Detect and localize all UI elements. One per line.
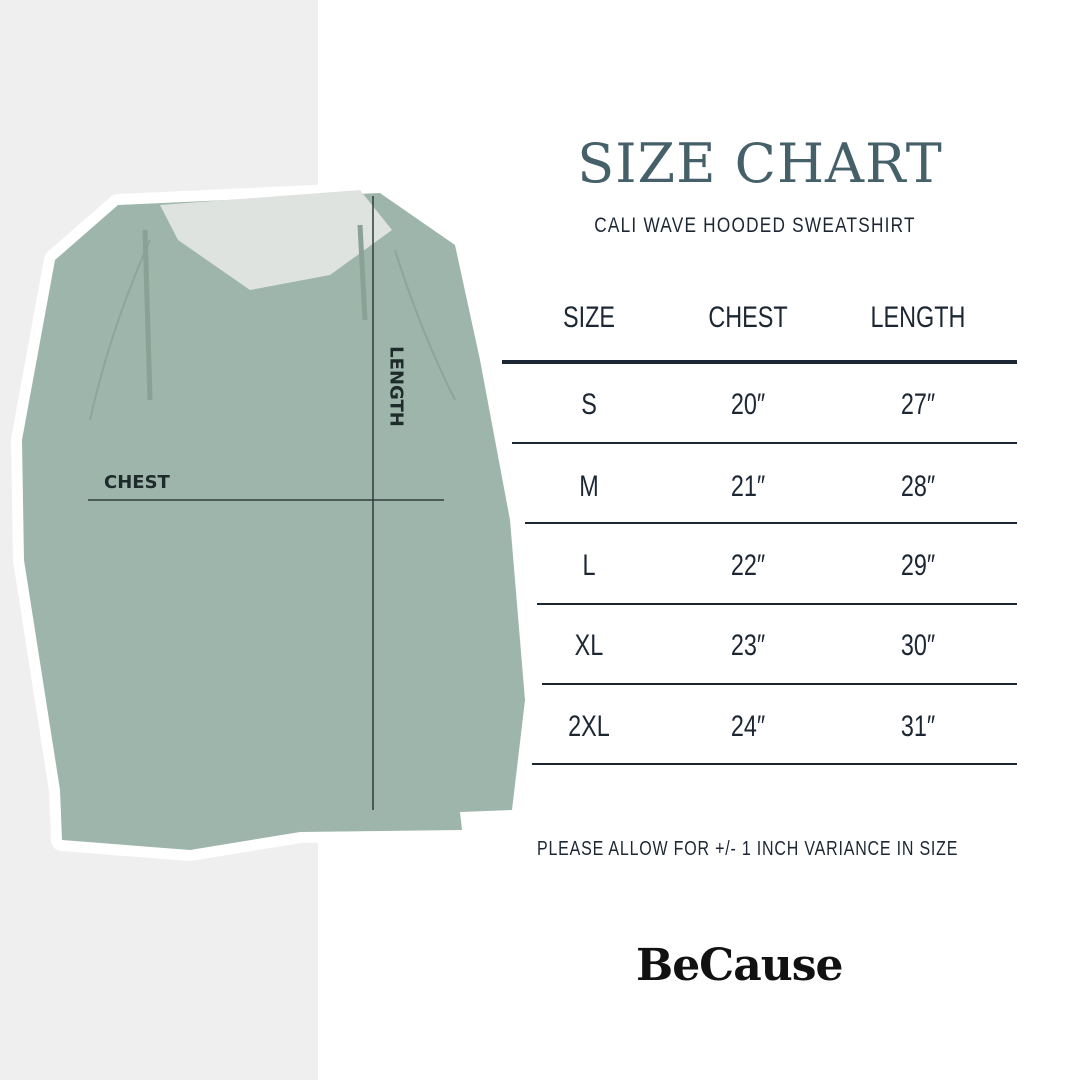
length-cell: 27″ [900, 388, 936, 421]
size-cell: 2XL [568, 710, 610, 743]
header-divider [502, 360, 1017, 364]
length-label: LENGTH [385, 346, 407, 427]
page-title: SIZE CHART [577, 132, 943, 195]
length-cell: 28″ [900, 470, 936, 503]
chest-cell: 20″ [730, 388, 766, 421]
row-divider [525, 522, 1017, 524]
row-divider [532, 763, 1017, 765]
row-divider [542, 683, 1017, 685]
drawstring-left [142, 229, 153, 401]
hoodie-body [22, 193, 525, 850]
hood-lining [160, 190, 392, 290]
sleeve-seam-left [89, 239, 151, 421]
column-header-length: LENGTH [870, 301, 966, 334]
variance-note: PLEASE ALLOW FOR +/- 1 INCH VARIANCE IN … [537, 838, 959, 860]
size-cell: S [581, 388, 597, 421]
length-cell: 31″ [900, 710, 936, 743]
size-cell: L [582, 549, 596, 582]
size-cell: M [579, 470, 599, 503]
chest-label: CHEST [104, 472, 170, 493]
size-cell: XL [574, 629, 604, 662]
column-header-size: SIZE [562, 301, 616, 334]
length-cell: 30″ [900, 629, 936, 662]
length-cell: 29″ [900, 549, 936, 582]
chest-cell: 23″ [730, 629, 766, 662]
chest-cell: 21″ [730, 470, 766, 503]
row-divider [512, 442, 1017, 444]
column-header-chest: CHEST [708, 301, 788, 334]
hoodie-illustration [11, 182, 536, 861]
row-divider [537, 603, 1017, 605]
drawstring-right [357, 224, 368, 321]
product-subtitle: CALI WAVE HOODED SWEATSHIRT [594, 214, 916, 237]
sleeve-seam-right [394, 249, 456, 401]
chest-cell: 24″ [730, 710, 766, 743]
brand-logo: BeCause [636, 940, 843, 991]
chest-cell: 22″ [730, 549, 766, 582]
